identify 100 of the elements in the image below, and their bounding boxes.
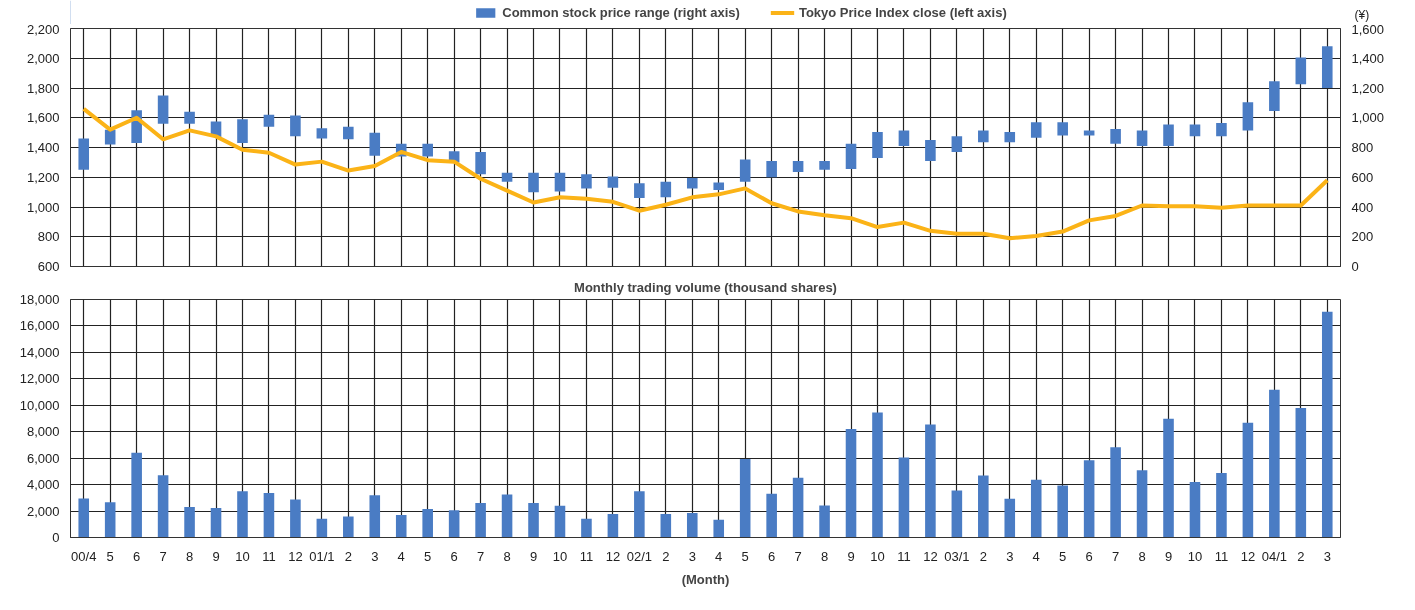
x-tick-label: 5	[424, 548, 432, 564]
x-tick-label: 3	[1323, 548, 1331, 564]
x-tick-label: 3	[371, 548, 379, 564]
bar	[475, 502, 486, 538]
x-tick-label: 12	[1240, 548, 1256, 564]
x-tick-label: 03/1	[944, 548, 970, 564]
x-tick-label: 10	[552, 548, 568, 564]
y2-tick-label: 1,200	[1351, 80, 1385, 96]
bar	[766, 493, 777, 538]
bar	[528, 172, 539, 193]
bar	[951, 136, 963, 152]
bar	[845, 429, 857, 538]
bar	[1189, 124, 1201, 137]
bar	[501, 172, 513, 182]
bar	[316, 128, 328, 139]
bar	[845, 143, 857, 170]
bar	[395, 514, 407, 538]
y-tick-label: 1,200	[26, 169, 60, 185]
x-tick-label: 2	[1297, 548, 1305, 564]
bar	[1295, 407, 1307, 538]
y-tick-label: 1,400	[26, 140, 60, 155]
bar	[554, 505, 566, 538]
x-tick-label: 4	[1032, 548, 1040, 564]
x-tick-label: 5	[106, 548, 114, 564]
x-tick-label: 12	[605, 548, 621, 564]
x-tick-label: 11	[897, 548, 911, 564]
bar	[290, 115, 301, 137]
x-tick-label: 8	[185, 548, 194, 564]
chart-title: Monthly trading volume (thousand shares)	[574, 279, 837, 295]
bar	[1242, 422, 1254, 538]
bar	[131, 452, 142, 538]
y2-tick-label: 1,000	[1351, 110, 1385, 126]
bar	[184, 111, 195, 124]
x-tick-label: 7	[476, 548, 485, 564]
bar	[607, 176, 619, 188]
x-tick-label: 4	[397, 548, 405, 564]
x-tick-label: 9	[212, 548, 220, 564]
bar	[1004, 131, 1016, 143]
bar	[1030, 122, 1042, 138]
bar	[369, 495, 381, 538]
x-tick-label: 6	[450, 548, 458, 564]
bar	[898, 130, 910, 147]
bar	[1163, 418, 1174, 538]
x-tick-label: 6	[133, 548, 141, 564]
y-tick-label: 14,000	[19, 344, 60, 360]
x-tick-label: 02/1	[626, 548, 653, 564]
x-tick-label: 7	[1111, 548, 1120, 564]
y2-tick-label: 0	[1351, 259, 1359, 274]
bar	[634, 183, 645, 199]
x-tick-label: 11	[1214, 548, 1229, 564]
x-tick-label: 6	[1085, 548, 1093, 564]
y2-tick-label: 400	[1351, 199, 1374, 215]
bar	[686, 513, 698, 538]
x-tick-label: 10	[235, 548, 250, 564]
bar	[1136, 470, 1148, 538]
bar	[290, 499, 301, 538]
bar	[369, 132, 381, 156]
bar	[422, 508, 433, 538]
bar	[157, 95, 169, 124]
x-tick-label: 11	[579, 548, 594, 564]
bar	[210, 508, 222, 538]
y2-tick-label: 1,400	[1351, 50, 1385, 66]
bar	[607, 513, 619, 538]
bar	[1083, 460, 1095, 538]
bar	[739, 159, 751, 182]
bar	[819, 505, 830, 538]
y2-tick-label: 200	[1351, 229, 1374, 245]
y-tick-label: 2,000	[26, 503, 60, 519]
bar	[1242, 102, 1254, 131]
x-tick-label: 9	[529, 548, 538, 564]
x-tick-label: 9	[1164, 548, 1173, 564]
bar	[898, 457, 910, 538]
x-tick-label: 8	[1138, 548, 1146, 564]
x-tick-label: 3	[1006, 548, 1014, 564]
x-tick-label: 2	[979, 548, 987, 564]
bar	[554, 172, 566, 192]
x-tick-label: 00/4	[71, 548, 97, 564]
x-tick-label: 12	[923, 548, 938, 564]
y-tick-label: 12,000	[19, 371, 60, 387]
bar	[686, 177, 698, 189]
y-tick-label: 16,000	[19, 318, 60, 334]
bar	[78, 138, 90, 170]
bar	[1295, 57, 1307, 85]
bar	[581, 174, 592, 189]
legend-label: Common stock price range (right axis)	[502, 4, 740, 20]
x-tick-label: 7	[794, 548, 802, 564]
bar	[1189, 481, 1201, 538]
bar	[263, 493, 275, 538]
bar	[501, 494, 513, 538]
bar	[1216, 472, 1227, 538]
bar	[422, 143, 433, 157]
x-tick-label: 10	[1187, 548, 1203, 564]
bar	[237, 491, 248, 538]
x-tick-label: 8	[820, 548, 829, 564]
bar	[713, 182, 725, 190]
y2-tick-label: 800	[1351, 140, 1374, 155]
y-tick-label: 8,000	[26, 424, 60, 440]
x-tick-label: 2	[344, 548, 352, 564]
bar	[184, 507, 195, 538]
bar	[819, 160, 830, 170]
